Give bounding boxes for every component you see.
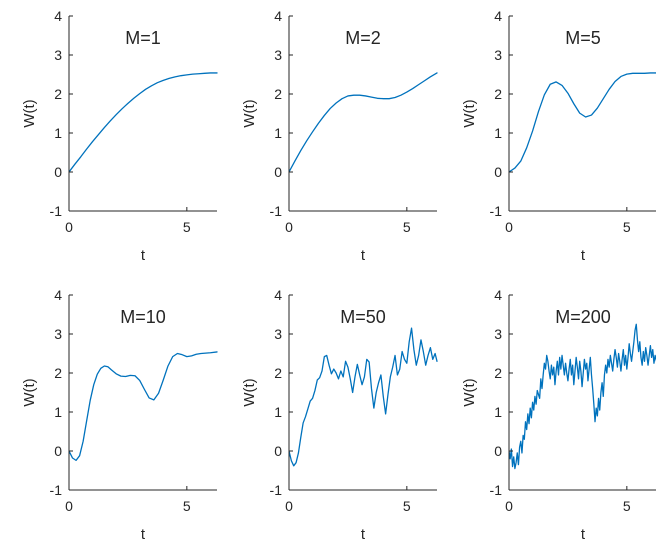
y-tick-label: -1 bbox=[490, 482, 503, 498]
y-axis-label: W(t) bbox=[21, 378, 38, 406]
y-tick-label: 0 bbox=[274, 164, 282, 180]
y-tick-label: 4 bbox=[274, 8, 282, 24]
x-tick-label: 5 bbox=[403, 219, 411, 235]
y-tick-label: -1 bbox=[270, 482, 283, 498]
y-tick-label: 1 bbox=[54, 404, 62, 420]
panel-title: M=5 bbox=[565, 28, 601, 48]
y-tick-label: 3 bbox=[494, 47, 502, 63]
x-tick-label: 0 bbox=[65, 219, 73, 235]
y-tick-label: 0 bbox=[494, 164, 502, 180]
y-tick-label: 0 bbox=[54, 443, 62, 459]
y-tick-label: 4 bbox=[494, 287, 502, 303]
y-tick-label: 3 bbox=[274, 326, 282, 342]
y-axis-label: W(t) bbox=[241, 378, 258, 406]
y-tick-label: 2 bbox=[274, 365, 282, 381]
y-tick-label: 4 bbox=[54, 287, 62, 303]
series-line bbox=[289, 327, 438, 467]
y-tick-label: 1 bbox=[274, 125, 282, 141]
y-tick-label: 0 bbox=[54, 164, 62, 180]
series-line bbox=[69, 72, 218, 173]
y-tick-label: -1 bbox=[50, 482, 63, 498]
x-tick-label: 5 bbox=[403, 498, 411, 514]
x-tick-label: 0 bbox=[285, 219, 293, 235]
x-tick-label: 5 bbox=[623, 219, 631, 235]
y-tick-label: 1 bbox=[274, 404, 282, 420]
y-tick-label: 4 bbox=[54, 8, 62, 24]
x-axis-label: t bbox=[141, 247, 146, 264]
panel-title: M=1 bbox=[125, 28, 161, 48]
x-tick-label: 0 bbox=[505, 498, 513, 514]
x-tick-label: 0 bbox=[65, 498, 73, 514]
series-line bbox=[289, 72, 438, 173]
x-tick-label: 5 bbox=[623, 498, 631, 514]
y-tick-label: 3 bbox=[274, 47, 282, 63]
y-tick-label: 3 bbox=[54, 326, 62, 342]
panel-title: M=200 bbox=[555, 307, 611, 327]
panel-title: M=50 bbox=[340, 307, 386, 327]
series-line bbox=[69, 351, 218, 462]
y-tick-label: 1 bbox=[494, 125, 502, 141]
y-tick-label: 1 bbox=[54, 125, 62, 141]
y-tick-label: 2 bbox=[494, 365, 502, 381]
x-tick-label: 0 bbox=[285, 498, 293, 514]
y-tick-label: -1 bbox=[490, 203, 503, 219]
x-axis-label: t bbox=[581, 247, 586, 264]
y-axis-label: W(t) bbox=[241, 99, 258, 127]
y-axis-label: W(t) bbox=[21, 99, 38, 127]
x-tick-label: 5 bbox=[183, 219, 191, 235]
x-axis-label: t bbox=[361, 526, 366, 543]
x-axis-label: t bbox=[141, 526, 146, 543]
y-tick-label: 0 bbox=[494, 443, 502, 459]
y-tick-label: 2 bbox=[54, 86, 62, 102]
x-tick-label: 5 bbox=[183, 498, 191, 514]
y-axis-label: W(t) bbox=[461, 99, 478, 127]
y-tick-label: 4 bbox=[494, 8, 502, 24]
y-tick-label: 3 bbox=[494, 326, 502, 342]
panel-title: M=2 bbox=[345, 28, 381, 48]
y-tick-label: -1 bbox=[50, 203, 63, 219]
y-tick-label: 2 bbox=[54, 365, 62, 381]
y-tick-label: 2 bbox=[274, 86, 282, 102]
x-axis-label: t bbox=[361, 247, 366, 264]
x-axis-label: t bbox=[581, 526, 586, 543]
y-tick-label: 3 bbox=[54, 47, 62, 63]
y-axis-label: W(t) bbox=[461, 378, 478, 406]
y-tick-label: 4 bbox=[274, 287, 282, 303]
y-tick-label: 0 bbox=[274, 443, 282, 459]
series-line bbox=[509, 72, 656, 173]
y-tick-label: -1 bbox=[270, 203, 283, 219]
x-tick-label: 0 bbox=[505, 219, 513, 235]
y-tick-label: 2 bbox=[494, 86, 502, 102]
panel-title: M=10 bbox=[120, 307, 166, 327]
series-line bbox=[509, 323, 656, 470]
y-tick-label: 1 bbox=[494, 404, 502, 420]
